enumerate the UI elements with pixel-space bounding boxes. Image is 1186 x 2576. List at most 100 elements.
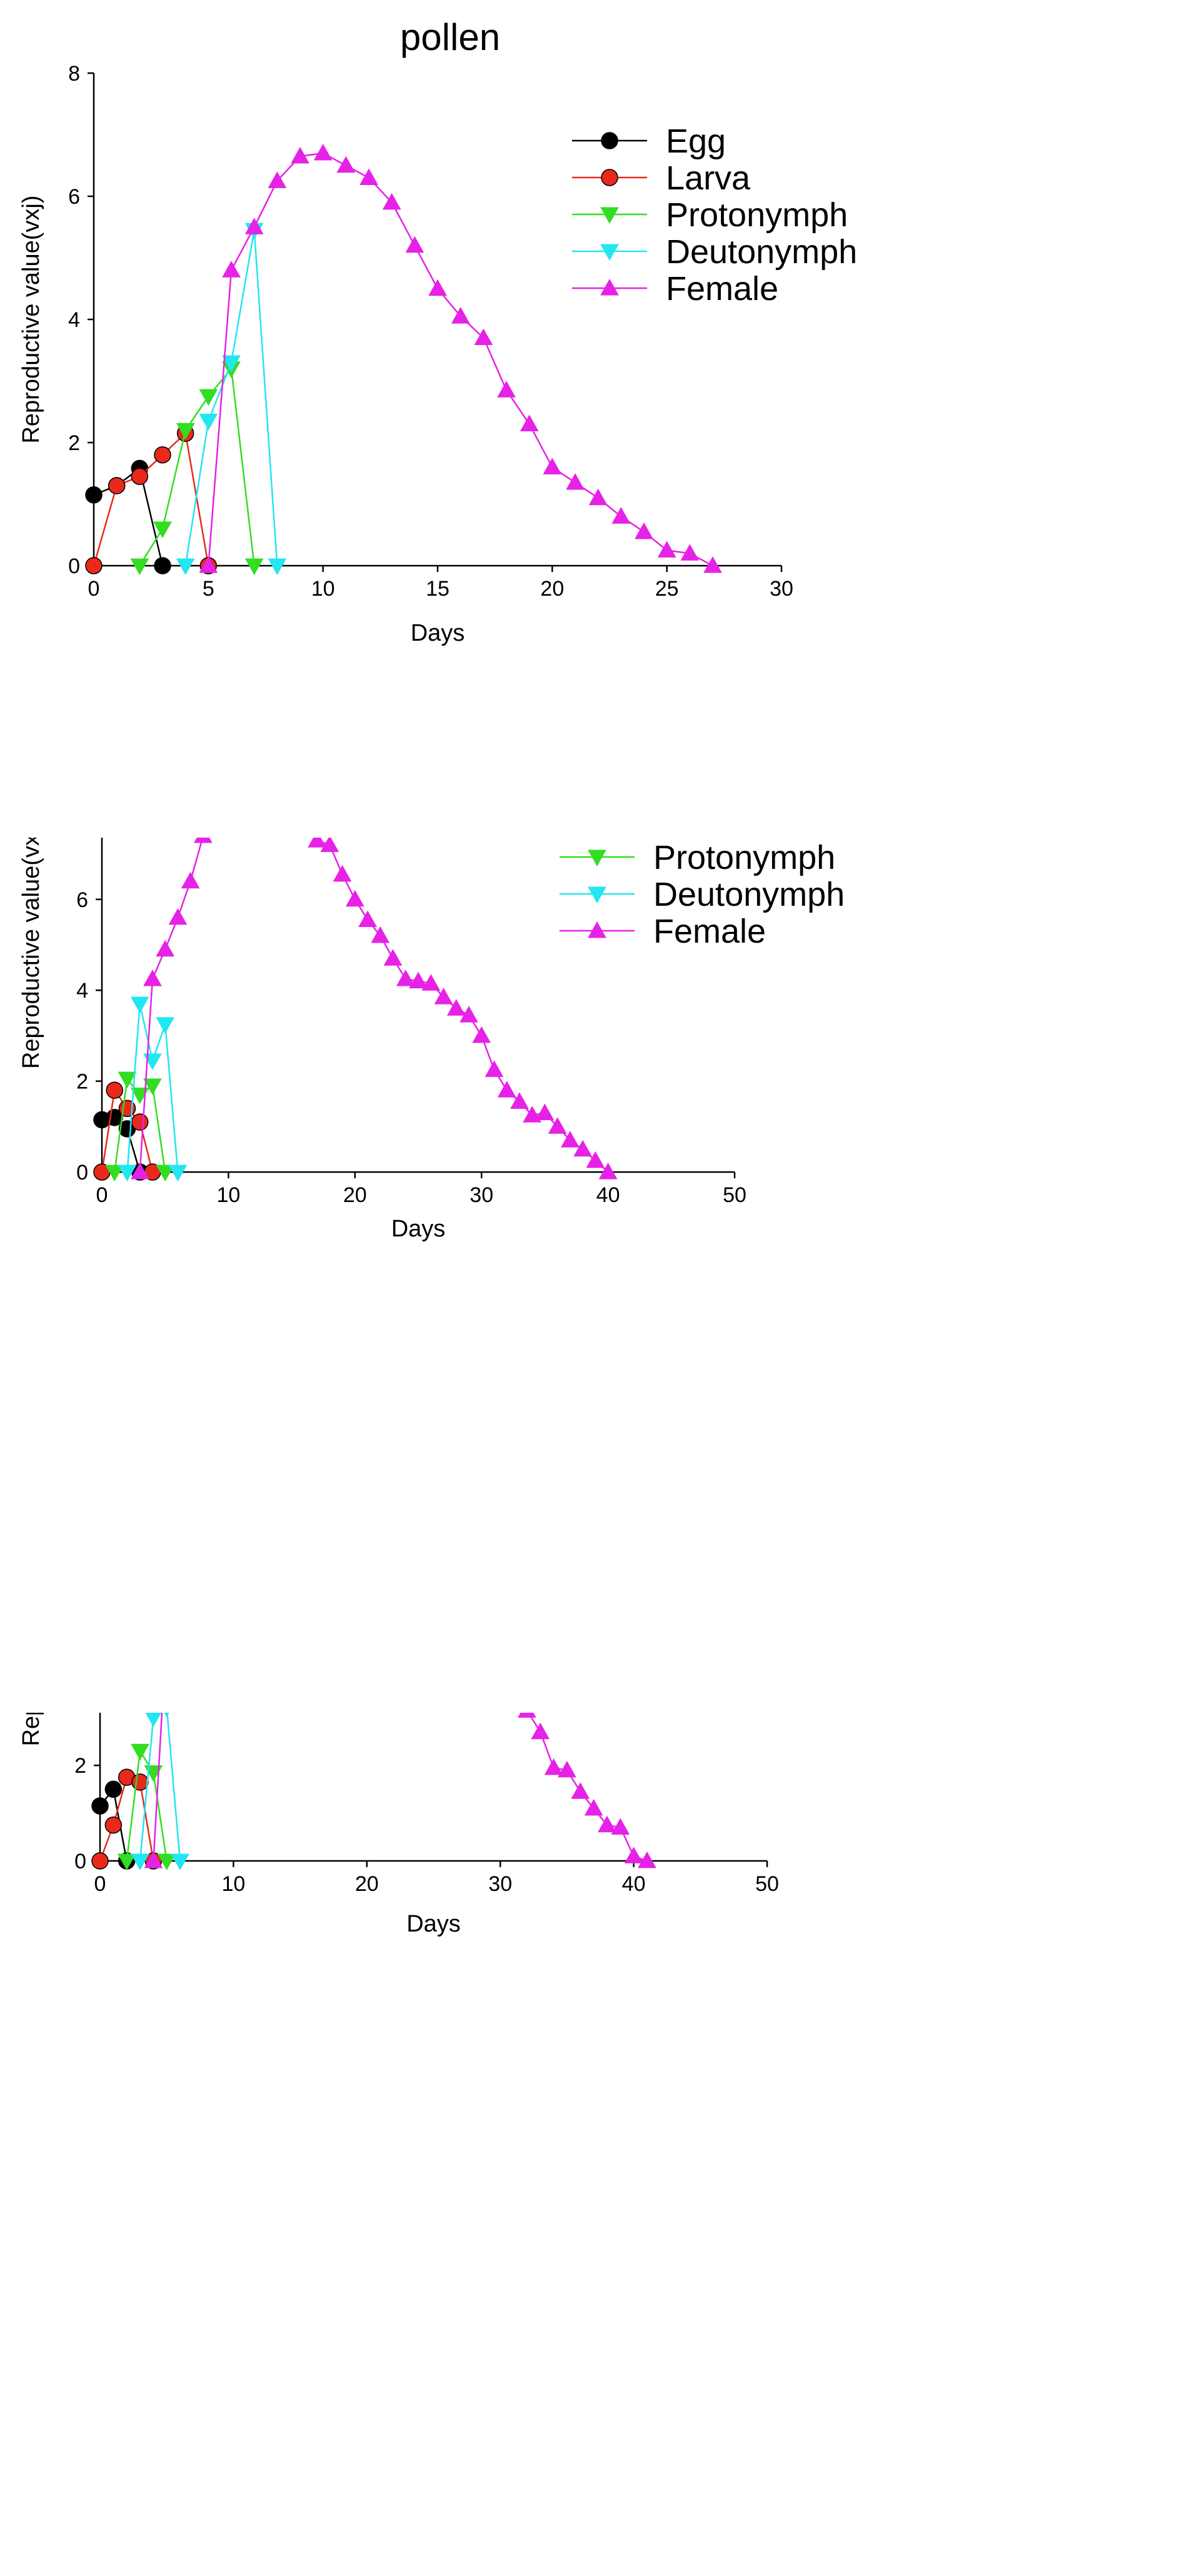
data-point-female	[156, 940, 175, 957]
data-point-larva	[108, 477, 126, 494]
legend-label: Protonymph	[666, 196, 848, 234]
x-tick-label: 10	[216, 1183, 240, 1207]
series-female	[199, 144, 722, 573]
y-tick-label: 4	[76, 979, 88, 1003]
data-point-female	[313, 144, 333, 161]
data-point-female	[168, 908, 188, 925]
y-tick-label: 2	[74, 1754, 86, 1778]
data-point-female	[358, 910, 377, 928]
data-point-female	[130, 1162, 149, 1180]
x-tick-label: 20	[355, 1872, 379, 1896]
data-point-protonymph	[176, 423, 195, 440]
series-deutonymph	[131, 1713, 189, 1871]
data-point-female	[523, 1106, 542, 1123]
data-point-female	[586, 1151, 605, 1168]
data-point-larva	[85, 557, 103, 574]
x-axis-label: Days	[406, 1911, 461, 1937]
legend-label: Female	[653, 913, 766, 950]
data-point-female	[624, 1847, 643, 1863]
data-point-female	[434, 988, 453, 1005]
data-point-deutonymph	[176, 558, 195, 576]
y-tick-label: 2	[68, 431, 80, 455]
data-point-protonymph	[244, 558, 264, 576]
data-point-female	[244, 218, 264, 234]
data-point-larva	[131, 1113, 149, 1131]
data-point-protonymph	[156, 1165, 175, 1182]
data-point-larva	[154, 446, 171, 464]
data-point-female	[428, 279, 447, 296]
x-tick-label: 0	[94, 1872, 106, 1896]
legend-marker-egg	[601, 132, 618, 149]
data-point-deutonymph	[118, 1165, 137, 1182]
data-point-female	[535, 1103, 555, 1120]
legend-item-female: Female	[572, 270, 778, 308]
data-point-female	[320, 838, 339, 853]
data-point-female	[531, 1722, 550, 1740]
data-point-female	[333, 865, 352, 882]
data-point-female	[181, 871, 200, 889]
data-point-female	[598, 1162, 618, 1180]
legend-item-female: Female	[560, 913, 766, 950]
legend-label: Female	[666, 270, 778, 308]
data-point-protonymph	[131, 1743, 149, 1761]
data-point-female	[703, 556, 722, 573]
data-point-egg	[104, 1780, 123, 1798]
legend-label: Protonymph	[653, 839, 835, 876]
y-tick-label: 0	[74, 1850, 86, 1873]
data-point-female	[561, 1131, 580, 1148]
data-point-female	[359, 168, 378, 185]
legend-item-egg: Egg	[572, 123, 726, 160]
data-point-female	[544, 1758, 563, 1775]
y-tick-label: 2	[76, 1070, 88, 1094]
x-tick-label: 15	[426, 577, 450, 601]
series-female	[144, 1713, 656, 1868]
data-point-female	[566, 473, 585, 490]
legend-marker-larva	[601, 169, 618, 186]
legend-item-protonymph: Protonymph	[572, 196, 848, 234]
y-axis-label: Reproductive value(vxj)	[18, 1713, 44, 1747]
data-point-female	[635, 522, 653, 539]
x-tick-label: 50	[755, 1872, 779, 1896]
data-point-larva	[104, 1816, 123, 1834]
x-axis-label: Days	[391, 1216, 446, 1242]
data-point-female	[446, 999, 466, 1016]
chart-pollen-yeast: pollen+yeast010203040500246810DaysReprod…	[18, 838, 845, 1242]
x-tick-label: 20	[540, 577, 564, 601]
data-point-female	[409, 971, 428, 989]
chart-title: pollen	[400, 16, 500, 58]
legend-marker-female	[600, 278, 619, 296]
x-tick-label: 20	[343, 1183, 367, 1207]
y-axis-label: Reproductive value(vxj)	[18, 195, 44, 443]
x-axis-label: Days	[411, 620, 465, 646]
y-tick-label: 6	[76, 888, 88, 912]
legend-item-deutonymph: Deutonymph	[572, 233, 857, 271]
y-axis-label: Reproductive value(vxj)	[18, 838, 44, 1069]
legend-marker-protonymph	[588, 849, 606, 867]
data-point-female	[336, 156, 356, 173]
legend-marker-female	[588, 921, 606, 938]
data-point-larva	[106, 1081, 123, 1099]
data-point-female	[345, 890, 364, 907]
x-tick-label: 30	[470, 1183, 493, 1207]
series-egg	[85, 459, 171, 574]
x-tick-label: 0	[96, 1183, 108, 1207]
legend-label: Deutonymph	[653, 876, 845, 913]
y-tick-label: 0	[76, 1161, 88, 1185]
data-point-female	[460, 1006, 478, 1023]
data-point-female	[638, 1851, 656, 1868]
data-point-female	[497, 381, 516, 398]
legend-label: Larva	[666, 159, 751, 197]
data-point-protonymph	[199, 389, 218, 406]
data-point-deutonymph	[171, 1853, 189, 1871]
series-line-protonymph	[126, 1748, 168, 1862]
data-point-deutonymph	[164, 1713, 169, 1718]
series-protonymph	[117, 1743, 176, 1871]
series-larva	[91, 1768, 163, 1870]
data-point-female	[383, 949, 403, 966]
x-tick-label: 30	[488, 1872, 512, 1896]
y-tick-label: 8	[68, 62, 80, 86]
legend-item-larva: Larva	[653, 838, 738, 839]
